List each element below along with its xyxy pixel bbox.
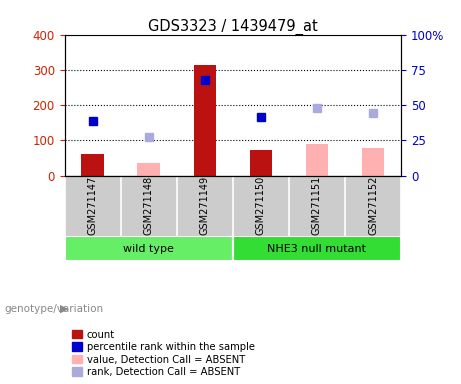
Bar [250,150,272,175]
Bar [137,163,160,175]
Bar [194,65,216,175]
Text: GSM271152: GSM271152 [368,176,378,235]
Bar [82,154,104,175]
Text: genotype/variation: genotype/variation [5,304,104,314]
Text: GSM271148: GSM271148 [144,176,154,235]
Bar [65,236,233,261]
Text: GSM271149: GSM271149 [200,176,210,235]
Text: NHE3 null mutant: NHE3 null mutant [267,243,366,253]
Text: ▶: ▶ [60,304,69,314]
Bar [362,148,384,175]
Text: GSM271147: GSM271147 [88,176,98,235]
Legend: count, percentile rank within the sample, value, Detection Call = ABSENT, rank, : count, percentile rank within the sample… [70,328,256,379]
Title: GDS3323 / 1439479_at: GDS3323 / 1439479_at [148,18,318,35]
Text: wild type: wild type [123,243,174,253]
Bar [306,144,328,175]
Text: GSM271151: GSM271151 [312,176,322,235]
Text: GSM271150: GSM271150 [256,176,266,235]
Bar [233,236,401,261]
